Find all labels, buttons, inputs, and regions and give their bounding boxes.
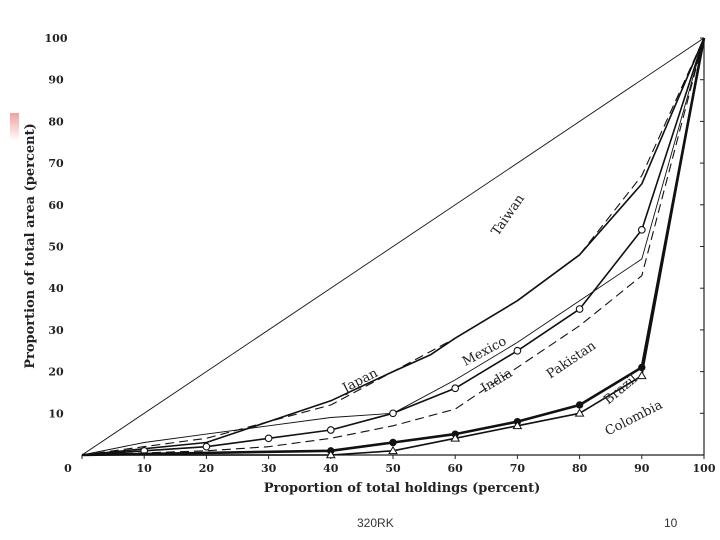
y-tick-label: 90 (48, 74, 64, 87)
data-point-colombia (325, 450, 336, 459)
x-tick-label: 0 (64, 462, 72, 475)
x-tick-label: 70 (510, 462, 526, 475)
data-point-india (326, 426, 335, 434)
y-tick-label: 100 (45, 32, 68, 45)
series-label-pakistan: Pakistan (544, 338, 599, 382)
series-line-brazil (81, 37, 706, 457)
data-point-india (202, 442, 211, 451)
y-tick-label: 60 (48, 199, 64, 212)
x-tick-label: 50 (385, 462, 401, 475)
data-point-india (513, 346, 522, 355)
x-tick-label: 40 (323, 462, 339, 475)
y-tick-label: 40 (48, 282, 64, 295)
y-tick-label: 20 (48, 366, 64, 379)
y-tick-label: 10 (48, 407, 64, 420)
data-point-colombia (574, 408, 585, 417)
x-tick-label: 90 (634, 462, 650, 475)
series-label-taiwan: Taiwan (489, 191, 529, 238)
series-label-japan: Japan (338, 366, 380, 398)
data-point-brazil (575, 401, 584, 409)
footer-page-number: 10 (664, 516, 678, 530)
data-point-india (575, 305, 584, 313)
data-point-brazil (389, 438, 397, 447)
x-tick-label: 10 (137, 462, 153, 475)
data-point-india (264, 434, 273, 443)
data-point-india (637, 225, 646, 234)
x-tick-label: 100 (693, 462, 716, 475)
series-line-colombia (82, 37, 705, 456)
y-tick-label: 80 (48, 115, 64, 128)
x-tick-label: 30 (261, 462, 277, 475)
series-line-pakistan (81, 37, 705, 456)
y-tick-label: 50 (48, 241, 64, 254)
x-tick-label: 80 (572, 462, 588, 475)
footer-course-code: 320RK (357, 516, 394, 530)
x-tick-label: 60 (448, 462, 464, 475)
y-tick-label: 70 (48, 157, 64, 170)
x-axis-title: Proportion of total holdings (percent) (264, 481, 541, 496)
x-tick-label: 20 (199, 462, 215, 475)
series-line-equality-line (81, 37, 705, 456)
slide-accent-bar (10, 113, 19, 141)
data-point-colombia (450, 433, 461, 442)
data-point-colombia (388, 445, 398, 455)
data-point-india (389, 409, 397, 418)
y-tick-label: 30 (48, 324, 64, 337)
data-point-colombia (636, 370, 647, 380)
data-point-india (451, 384, 460, 393)
y-axis-title: Proportion of total area (percent) (23, 123, 38, 369)
data-point-colombia (512, 420, 523, 430)
